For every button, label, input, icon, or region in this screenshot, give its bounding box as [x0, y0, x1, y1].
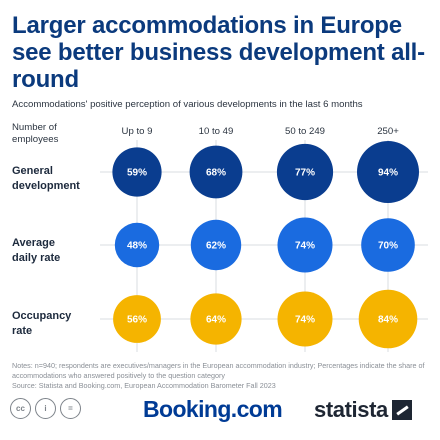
bubble	[277, 291, 333, 347]
bubble-value-label: 56%	[127, 315, 147, 326]
bubble-value-label: 77%	[295, 168, 315, 179]
bubble-value-label: 84%	[378, 315, 398, 326]
bubble	[361, 218, 415, 272]
license-icons: cc i =	[10, 398, 81, 419]
bubble-value-label: 94%	[378, 168, 398, 179]
bubble-value-label: 70%	[378, 241, 398, 252]
column-header-label: Number of employees	[12, 122, 59, 145]
bubble-value-label: 74%	[295, 315, 315, 326]
bubble	[112, 147, 162, 197]
bubble	[358, 289, 418, 349]
column-header: 50 to 249	[284, 126, 325, 137]
bubble	[190, 219, 242, 271]
chart-subtitle: Accommodations' positive perception of v…	[12, 99, 363, 110]
booking-logo: Booking.com	[143, 396, 283, 422]
bubble	[357, 141, 419, 203]
bubble	[190, 293, 242, 345]
column-header: 10 to 49	[198, 126, 234, 137]
chart-source: Source: Statista and Booking.com, Europe…	[12, 381, 276, 390]
bubble-value-label: 48%	[127, 241, 147, 252]
chart-notes: Notes: n=940; respondents are executives…	[12, 361, 425, 380]
bubble-value-label: 74%	[295, 241, 315, 252]
row-label: General development	[12, 165, 80, 192]
bubble	[277, 217, 333, 273]
bubble-value-label: 62%	[206, 241, 226, 252]
chart-title: Larger accommodations in Europe see bett…	[12, 12, 425, 93]
column-header: 250+	[377, 126, 399, 137]
bubble-value-label: 68%	[206, 168, 226, 179]
statista-logo-text: statista	[314, 397, 388, 422]
row-label: Average daily rate	[12, 237, 61, 264]
bubble	[189, 145, 243, 199]
column-header: Up to 9	[121, 126, 153, 137]
bubble	[113, 295, 161, 343]
row-label: Occupancy rate	[12, 310, 72, 337]
statista-mark-icon	[391, 400, 412, 420]
bubble-value-label: 59%	[127, 168, 147, 179]
statista-logo: statista	[314, 397, 412, 423]
no-derivatives-icon: =	[60, 398, 81, 419]
creative-commons-icon: cc	[10, 398, 31, 419]
bubble-value-label: 64%	[206, 315, 226, 326]
bubble	[276, 143, 334, 201]
bubble	[114, 222, 160, 268]
attribution-icon: i	[35, 398, 56, 419]
